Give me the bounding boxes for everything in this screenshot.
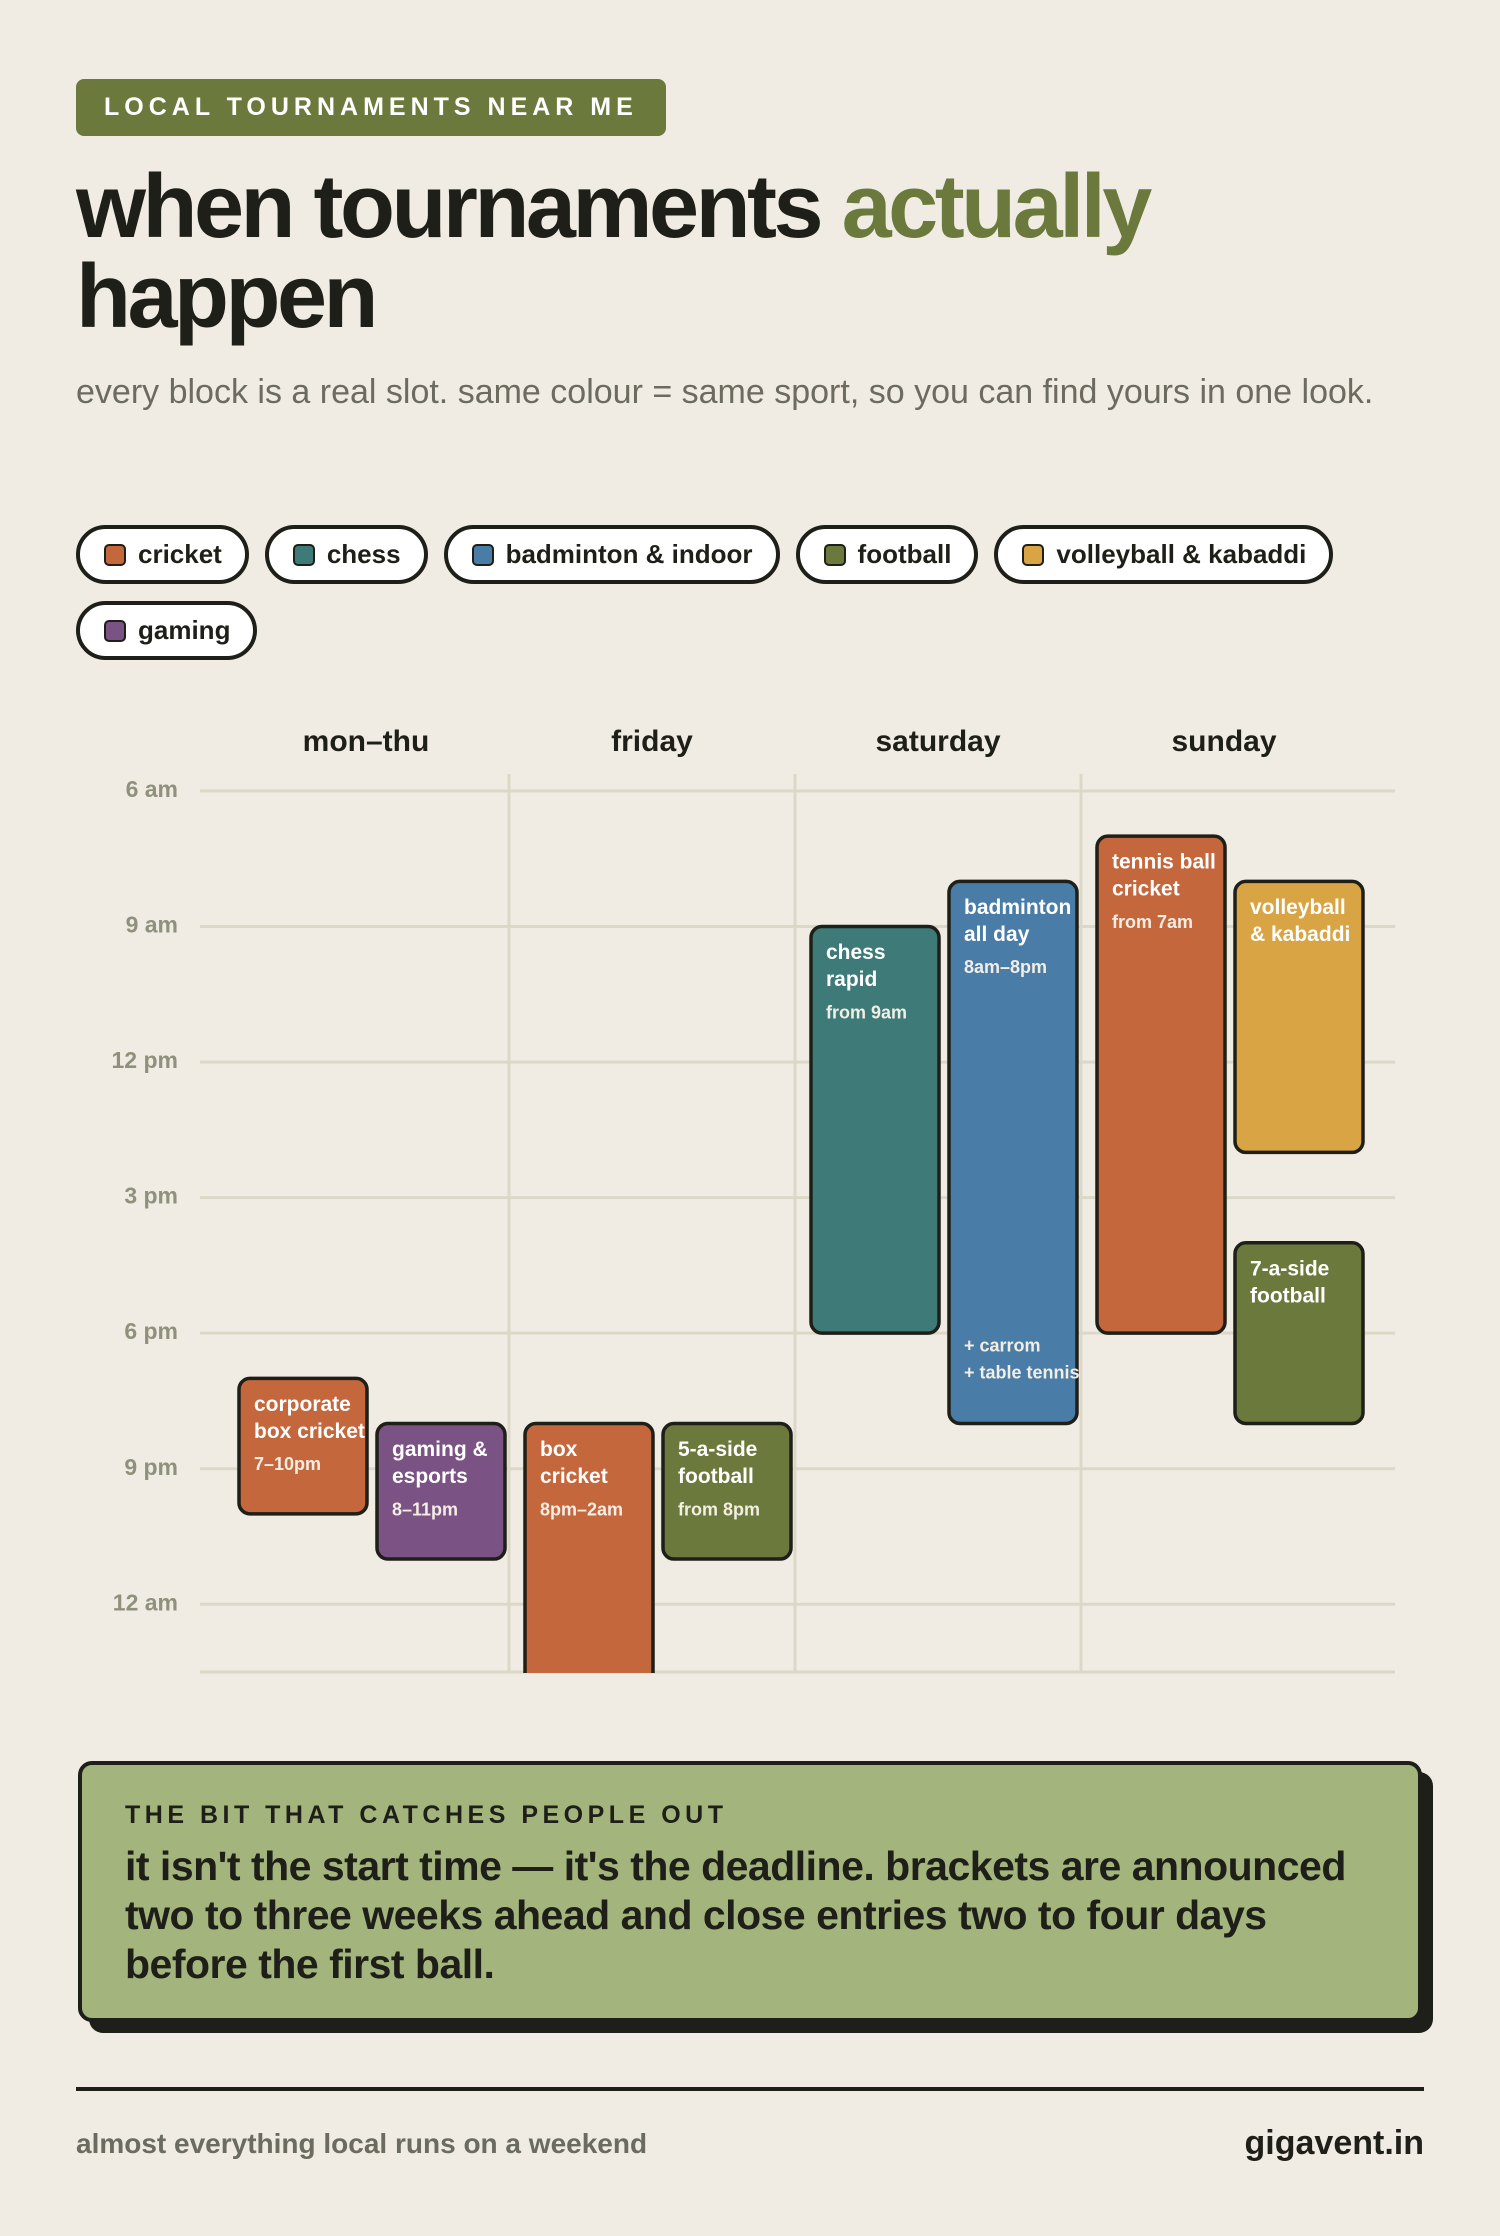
legend-item: football xyxy=(795,525,979,584)
event-block xyxy=(375,1421,507,1561)
event-time: from 7am xyxy=(1112,912,1193,932)
event-name: gaming & xyxy=(392,1438,488,1461)
day-label: sunday xyxy=(1171,725,1276,758)
legend-item: cricket xyxy=(76,525,249,584)
event-block xyxy=(947,879,1079,1426)
title-highlight: actually xyxy=(841,157,1153,257)
legend-swatch xyxy=(104,619,126,642)
legend-swatch xyxy=(1022,543,1045,566)
footer-brand: gigavent.in xyxy=(1244,2124,1424,2162)
callout-body: it isn't the start time — it's the deadl… xyxy=(125,1843,1346,1987)
legend-swatch xyxy=(292,543,315,566)
badge: LOCAL TOURNAMENTS NEAR ME xyxy=(76,79,666,136)
legend: cricket chess badminton & indoor football vo… xyxy=(76,525,1416,660)
event-name: chess xyxy=(826,941,886,964)
y-tick-label: 3 pm xyxy=(124,1183,178,1209)
day-label: friday xyxy=(611,725,693,758)
legend-label: chess xyxy=(326,539,401,569)
y-tick-label: 9 am xyxy=(126,912,178,938)
event-name: & kabaddi xyxy=(1250,923,1350,946)
title-end: happen xyxy=(76,247,379,347)
event-time: 8am–8pm xyxy=(964,957,1047,977)
day-label: saturday xyxy=(875,725,1000,758)
event-block xyxy=(1233,879,1365,1155)
event-name: all day xyxy=(964,923,1030,946)
legend-swatch xyxy=(823,543,846,566)
legend-swatch xyxy=(471,543,494,566)
callout-heading: THE BIT THAT CATCHES PEOPLE OUT xyxy=(125,1801,728,1829)
title-text: when tournaments xyxy=(76,157,824,257)
legend-label: gaming xyxy=(138,615,231,645)
event-name: volleyball xyxy=(1250,896,1346,919)
legend-item: gaming xyxy=(76,601,258,660)
event-name: esports xyxy=(392,1465,468,1488)
event-name: football xyxy=(678,1465,754,1488)
divider xyxy=(76,2087,1424,2091)
event-name: football xyxy=(1250,1284,1326,1307)
legend-label: football xyxy=(857,539,952,569)
event-extra: + table tennis xyxy=(964,1362,1080,1382)
event-name: tennis ball xyxy=(1112,851,1216,874)
event-name: box cricket xyxy=(254,1420,365,1443)
legend-item: volleyball & kabaddi xyxy=(994,525,1334,584)
event-block xyxy=(809,924,941,1335)
event-name: badminton xyxy=(964,896,1071,919)
y-tick-label: 12 am xyxy=(113,1589,178,1615)
blocks: corporate box cricket 7–10pm gaming & esport… xyxy=(237,834,1365,1673)
subtitle: every block is a real slot. same colour … xyxy=(76,373,1374,411)
event-name: box xyxy=(540,1438,578,1461)
event-block xyxy=(661,1421,793,1561)
y-tick-label: 6 am xyxy=(126,776,178,802)
event-name: rapid xyxy=(826,968,877,991)
title: when tournaments actually happen xyxy=(76,162,1436,342)
event-name: cricket xyxy=(540,1465,608,1488)
y-tick-label: 6 pm xyxy=(124,1318,178,1344)
legend-swatch xyxy=(104,543,126,566)
event-time: from 9am xyxy=(826,1002,907,1022)
event-name: 7-a-side xyxy=(1250,1257,1329,1280)
day-label: mon–thu xyxy=(303,725,430,758)
event-block xyxy=(1233,1241,1365,1426)
event-block xyxy=(1095,834,1227,1335)
y-tick-label: 9 pm xyxy=(124,1454,178,1480)
event-time: 7–10pm xyxy=(254,1454,321,1474)
event-name: 5-a-side xyxy=(678,1438,757,1461)
event-name: corporate xyxy=(254,1393,351,1416)
event-time: 8pm–2am xyxy=(540,1499,623,1519)
chart: 6 am 9 am 12 pm 3 pm 6 pm 9 pm 12 am mon–thu fri… xyxy=(112,725,1395,1674)
legend-item: chess xyxy=(264,525,428,584)
legend-item: badminton & indoor xyxy=(443,525,780,584)
event-block xyxy=(237,1376,369,1516)
legend-label: volleyball & kabaddi xyxy=(1056,539,1307,569)
legend-label: cricket xyxy=(138,539,222,569)
event-time: from 8pm xyxy=(678,1499,760,1519)
y-tick-label: 12 pm xyxy=(112,1047,178,1073)
event-extra: + carrom xyxy=(964,1335,1041,1355)
event-block xyxy=(523,1421,655,1673)
event-time: 8–11pm xyxy=(392,1499,458,1519)
legend-label: badminton & indoor xyxy=(505,539,753,569)
callout: THE BIT THAT CATCHES PEOPLE OUT it isn't… xyxy=(78,1761,1422,2022)
footer-note: almost everything local runs on a weeken… xyxy=(76,2128,648,2159)
event-name: cricket xyxy=(1112,878,1180,901)
